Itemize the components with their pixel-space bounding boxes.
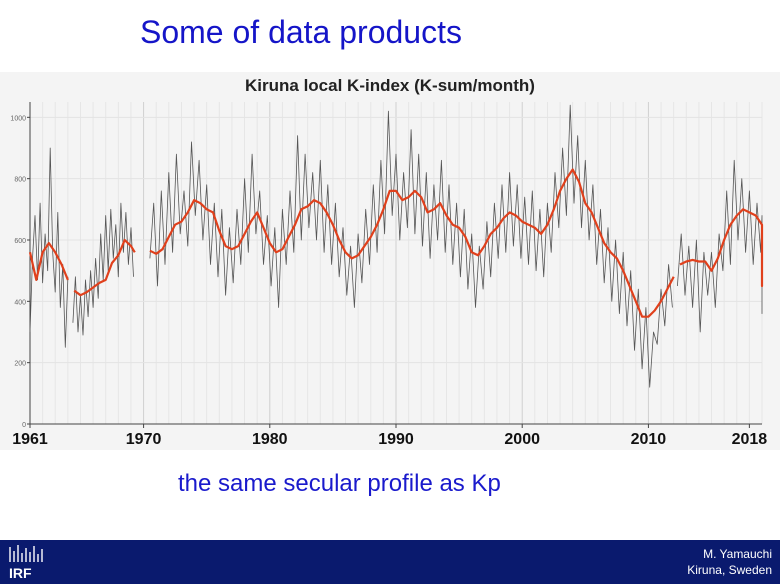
y-tick-label: 600 [14, 238, 26, 245]
author-location: Kiruna, Sweden [687, 563, 772, 577]
slide-caption: the same secular profile as Kp [178, 470, 501, 497]
monthly-series-line [149, 104, 673, 388]
y-tick-label: 0 [22, 422, 26, 429]
y-tick-label: 1000 [10, 115, 26, 122]
k-index-chart: 0 200 400 600 800 1000 1961 1970 1980 1990 2000 201… [10, 102, 767, 448]
author-name: M. Yamauchi [703, 547, 772, 561]
irf-logo: IRF [9, 545, 43, 581]
smoothed-series-line [73, 238, 136, 297]
smoothed-series-line [679, 208, 764, 288]
x-tick-label: 2000 [504, 431, 540, 448]
smoothed-series-layer [28, 168, 764, 318]
x-tick-label: 1980 [252, 431, 288, 448]
y-tick-label: 400 [14, 299, 26, 306]
monthly-series-line [72, 202, 134, 336]
grid-layer [29, 102, 763, 425]
footer-bar: IRF M. Yamauchi Kiruna, Sweden [0, 540, 780, 584]
x-tick-label: 1970 [126, 431, 162, 448]
monthly-series-line [29, 147, 69, 348]
monthly-series-line [677, 159, 763, 333]
x-tick-label: 1961 [12, 431, 48, 448]
slide-title: Some of data products [140, 14, 462, 50]
y-tick-label: 800 [14, 177, 26, 184]
smoothed-series-line [149, 168, 675, 318]
chart-title: Kiruna local K-index (K-sum/month) [245, 76, 535, 95]
x-tick-label: 2010 [631, 431, 667, 448]
smoothed-series-line [28, 242, 69, 281]
x-tick-label: 1990 [378, 431, 414, 448]
axis-layer: 0 200 400 600 800 1000 1961 1970 1980 1990 2000 201… [10, 102, 767, 448]
y-tick-label: 200 [14, 361, 26, 368]
irf-logo-text: IRF [9, 565, 32, 581]
monthly-series-layer [29, 104, 763, 388]
author-block: M. Yamauchi Kiruna, Sweden [687, 546, 772, 578]
chart-panel: 0 200 400 600 800 1000 1961 1970 1980 1990 2000 201… [0, 72, 780, 450]
x-tick-label: 2018 [732, 431, 768, 448]
